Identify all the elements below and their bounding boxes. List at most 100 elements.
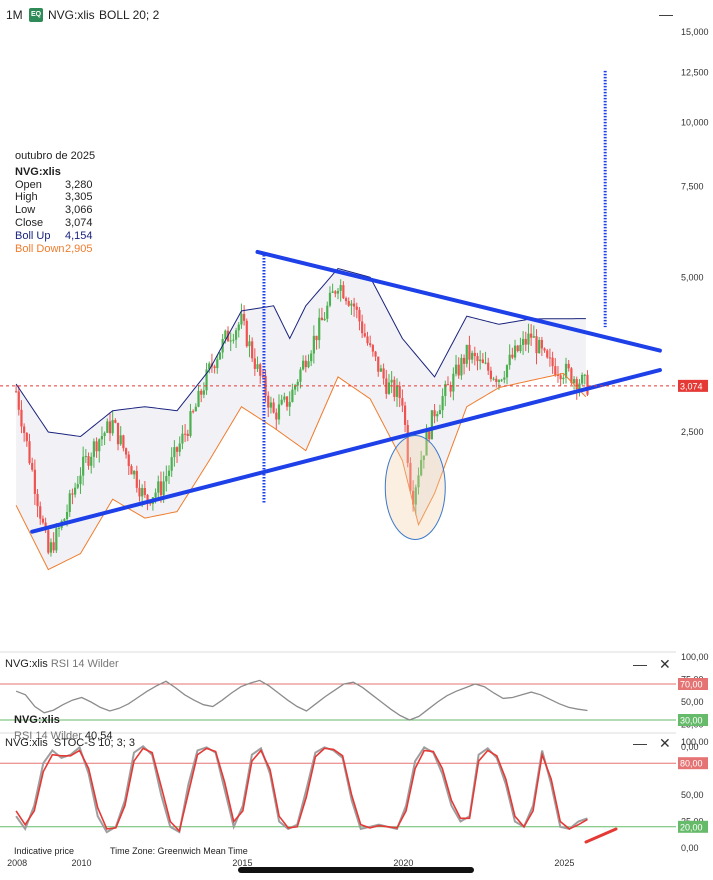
x-tick-label: 2008 [7,858,27,868]
candle-body [189,411,192,436]
candle-body [310,353,313,362]
trendline-lower[interactable] [30,368,662,534]
candle-body [100,436,104,440]
candle-body [323,318,326,321]
candle-body [567,363,570,369]
candle-body [299,369,302,382]
candle-body [543,348,546,351]
candle-body [366,336,369,344]
candle-body [441,396,444,411]
candle-body [71,493,74,495]
symbol-label[interactable]: NVG:xlis [48,8,95,22]
candle-body [420,460,423,476]
candle-body [382,368,385,379]
candle-body [170,457,173,471]
stoch-close-icon[interactable]: ✕ [659,735,671,751]
candle-body [318,317,321,341]
candle-body [336,290,340,294]
boll-down-line [15,372,587,571]
candle-body [342,285,345,299]
candle-body [436,414,439,417]
rsi-ref-tag [678,678,708,690]
candle-body [395,385,399,397]
candle-body [446,384,450,386]
info-row-label: High [15,191,38,204]
minimize-icon[interactable]: — [659,6,673,22]
candle-body [251,341,254,359]
candle-body [111,420,114,434]
candle-body [192,411,195,413]
candle-body [398,385,401,399]
rsi-ref-tag [678,714,708,726]
candle-body [229,340,232,342]
candle-body [130,466,133,475]
candle-body [508,354,511,366]
candle-body [82,456,85,476]
candle-body [497,380,501,382]
candle-body [90,456,93,466]
candle-body [363,333,366,337]
candle-body [76,484,79,488]
x-tick-label: 2020 [393,858,413,868]
candle-body [240,313,243,325]
stoch-d-line [15,747,588,833]
candle-body [162,481,165,496]
candle-body [288,401,291,407]
candle-body [361,321,364,334]
timeframe-selector[interactable]: 1M [6,8,23,22]
candle-body [41,518,45,523]
candle-body [33,469,36,494]
candle-body [79,475,82,485]
candle-body [95,441,98,452]
candle-body [334,291,337,294]
candle-body [462,357,466,364]
candle-body [154,492,157,498]
info-row: Low 3,066 [15,204,95,217]
info-row-value: 3,074 [65,216,93,229]
candle-body [167,470,171,477]
candle-body [55,528,58,551]
candle-body [98,439,101,452]
trendline-upper[interactable] [255,249,662,353]
candle-body [267,395,270,408]
info-row-value: 2,905 [65,242,93,255]
candle-body [31,463,34,470]
indicator-label[interactable]: BOLL 20; 2 [99,8,160,22]
candle-body [186,433,189,436]
rsi-minimize-icon[interactable]: — [633,656,647,672]
candle-body [248,341,251,347]
candle-body [575,379,578,390]
candle-body [409,462,412,491]
candle-body [403,405,407,425]
candle-body [347,301,350,306]
stoch-minimize-icon[interactable]: — [633,735,647,751]
candle-body [234,330,238,340]
current-price-tag [678,379,708,392]
indicative-price-label: Indicative price [14,846,75,856]
rsi-legend-value: 40,54 [84,730,113,742]
y-tick-label: 10,000 [681,118,709,128]
highlight-ellipse[interactable] [384,434,446,540]
candle-body [20,409,23,427]
candle-body [28,441,31,464]
info-date: outubro de 2025 [15,150,96,162]
candle-body [355,306,358,310]
y-tick-label: 7,500 [681,182,704,192]
stoch-annotation-line[interactable] [584,827,618,844]
candle-body [197,390,200,407]
candle-body [63,519,66,521]
candle-body [256,364,259,369]
info-row-value: 3,066 [65,204,93,217]
candle-body [438,410,442,415]
candle-body [505,365,509,378]
candle-body [387,382,391,394]
candle-body [103,432,106,437]
candle-body [551,357,554,367]
candle-body [315,335,318,341]
ohlc-info-panel: outubro de 2025 NVG:xlis Open 3,280 High 3,… [15,150,95,255]
candle-body [369,343,372,346]
candle-body [57,527,61,529]
rsi-close-icon[interactable]: ✕ [659,656,671,672]
